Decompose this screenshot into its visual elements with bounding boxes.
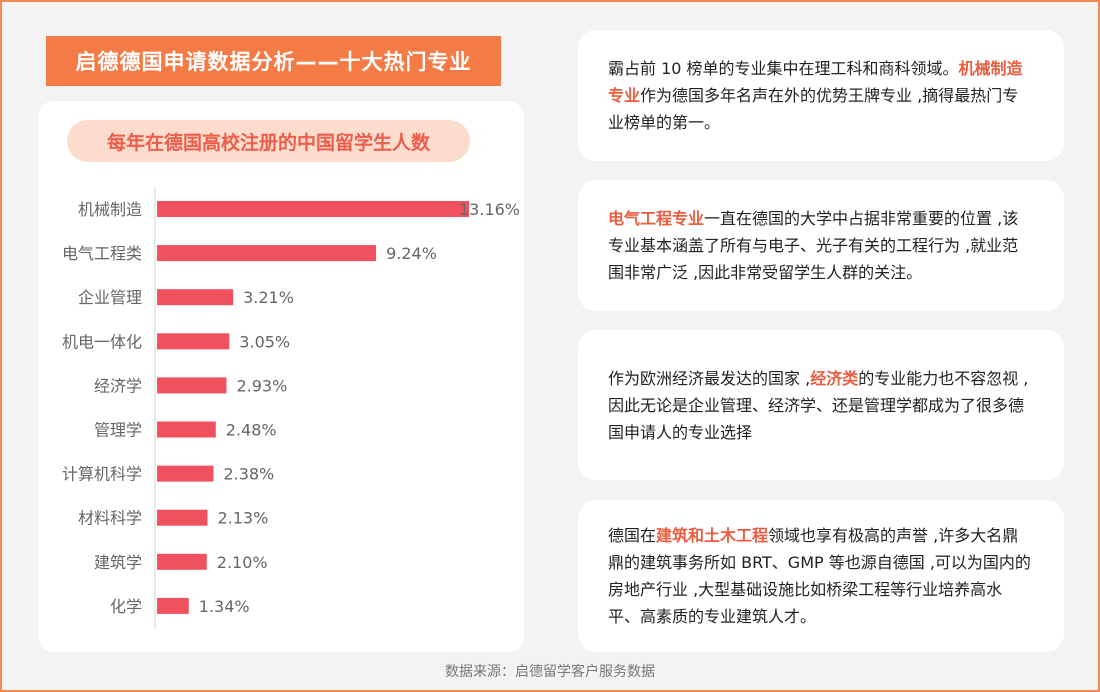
highlight-text: 经济类 <box>810 368 859 388</box>
category-label: 材料科学 <box>78 509 142 528</box>
category-label: 机电一体化 <box>62 332 142 351</box>
category-label: 管理学 <box>94 421 142 440</box>
bar <box>157 377 227 394</box>
info-card-electrical: 电气工程专业一直在德国的大学中占据非常重要的位置 ,该专业基本涵盖了所有与电子、… <box>578 180 1064 311</box>
category-label: 机械制造 <box>78 200 142 219</box>
value-label: 1.34% <box>199 597 250 616</box>
category-label: 建筑学 <box>94 553 142 572</box>
highlight-text: 建筑和土木工程 <box>656 526 769 545</box>
info-card-economics: 作为欧洲经济最发达的国家 ,经济类的专业能力也不容忽视 ,因此无论是企业管理、经… <box>578 330 1064 480</box>
value-label: 2.93% <box>236 376 287 395</box>
chart-title: 每年在德国高校注册的中国留学生人数 <box>67 120 470 162</box>
body-text: 领域也享有极高的声誉 ,许多大名鼎鼎的建筑事务所如 BRT、GMP 等也源自德国… <box>608 526 1031 626</box>
value-label: 3.21% <box>243 288 294 307</box>
body-text: 作为德国多年名声在外的优势王牌专业 ,摘得最热门专业榜单的第一。 <box>608 86 1019 132</box>
info-card-text: 电气工程专业一直在德国的大学中占据非常重要的位置 ,该专业基本涵盖了所有与电子、… <box>608 205 1034 286</box>
bar <box>157 553 207 570</box>
bar <box>157 509 208 526</box>
bar <box>157 201 469 217</box>
page-title: 启德德国申请数据分析——十大热门专业 <box>46 36 501 86</box>
body-text: 作为欧洲经济最发达的国家 , <box>608 368 811 388</box>
info-card-text: 霸占前 10 榜单的专业集中在理工科和商科领域。机械制造专业作为德国多年名声在外… <box>608 55 1034 136</box>
value-label: 3.05% <box>239 332 290 351</box>
bar <box>157 289 234 306</box>
bar <box>157 465 214 482</box>
info-card-mechanical: 霸占前 10 榜单的专业集中在理工科和商科领域。机械制造专业作为德国多年名声在外… <box>578 30 1064 161</box>
value-label: 13.16% <box>459 200 520 219</box>
info-card-text: 作为欧洲经济最发达的国家 ,经济类的专业能力也不容忽视 ,因此无论是企业管理、经… <box>608 365 1034 446</box>
value-label: 2.10% <box>217 553 268 572</box>
body-text: 德国在 <box>608 526 657 545</box>
highlight-text: 机械制造专业 <box>608 59 1023 105</box>
value-label: 2.13% <box>217 509 268 528</box>
value-label: 2.38% <box>223 465 274 484</box>
bar <box>157 421 216 438</box>
bar <box>157 597 189 614</box>
category-label: 电气工程类 <box>62 244 142 263</box>
highlight-text: 电气工程专业 <box>608 209 705 228</box>
info-card-text: 德国在建筑和土木工程领域也享有极高的声誉 ,许多大名鼎鼎的建筑事务所如 BRT、… <box>608 522 1034 630</box>
body-text: 霸占前 10 榜单的专业集中在理工科和商科领域。 <box>608 59 959 78</box>
value-label: 2.48% <box>226 421 277 440</box>
data-source-note: 数据来源：启德留学客户服务数据 <box>445 664 655 680</box>
bar <box>157 333 230 350</box>
category-label: 化学 <box>110 597 142 616</box>
value-label: 9.24% <box>386 244 437 263</box>
category-label: 企业管理 <box>78 288 142 307</box>
info-card-architecture: 德国在建筑和土木工程领域也享有极高的声誉 ,许多大名鼎鼎的建筑事务所如 BRT、… <box>578 500 1064 652</box>
body-text: 的专业能力也不容忽视 ,因此无论是企业管理、经济学、还是管理学都成为了很多德国申… <box>608 368 1029 442</box>
body-text: 一直在德国的大学中占据非常重要的位置 ,该专业基本涵盖了所有与电子、光子有关的工… <box>608 209 1019 282</box>
bar <box>157 245 377 262</box>
category-label: 计算机科学 <box>62 465 142 484</box>
chart-panel <box>38 101 524 652</box>
category-label: 经济学 <box>94 376 142 395</box>
